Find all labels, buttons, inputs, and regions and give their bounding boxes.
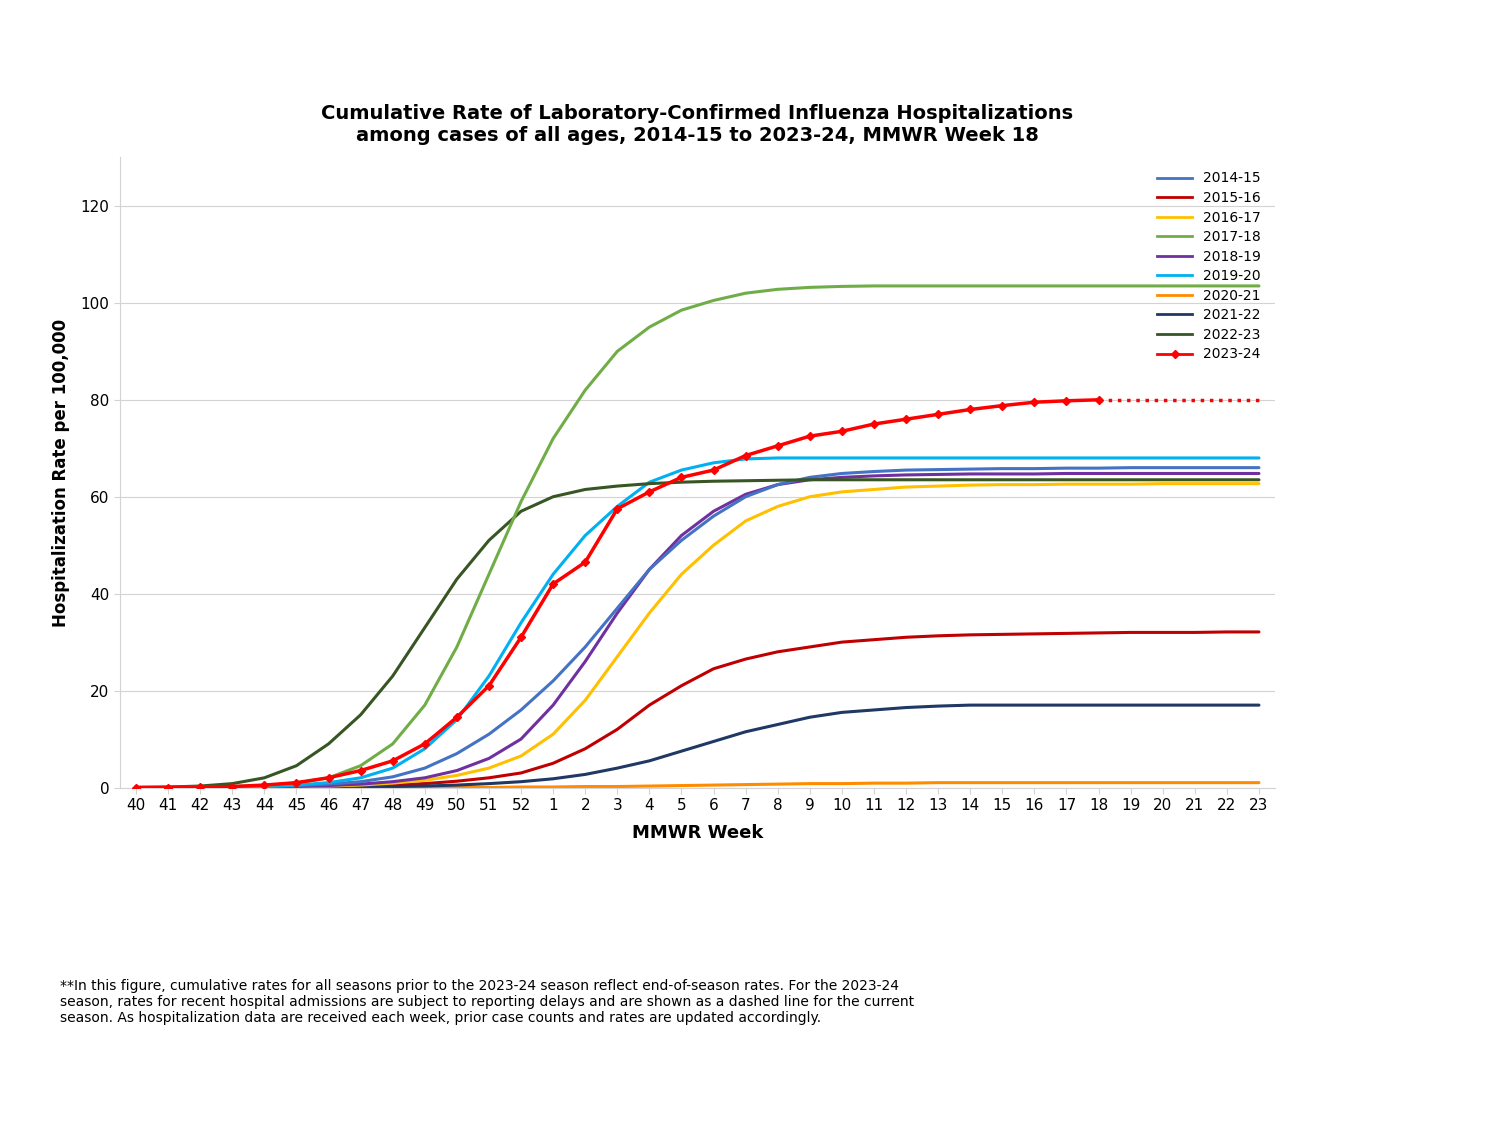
Text: **In this figure, cumulative rates for all seasons prior to the 2023-24 season r: **In this figure, cumulative rates for a… bbox=[60, 979, 913, 1025]
Title: Cumulative Rate of Laboratory-Confirmed Influenza Hospitalizations
among cases o: Cumulative Rate of Laboratory-Confirmed … bbox=[321, 104, 1074, 145]
Y-axis label: Hospitalization Rate per 100,000: Hospitalization Rate per 100,000 bbox=[51, 318, 69, 627]
Legend: 2014-15, 2015-16, 2016-17, 2017-18, 2018-19, 2019-20, 2020-21, 2021-22, 2022-23,: 2014-15, 2015-16, 2016-17, 2017-18, 2018… bbox=[1150, 164, 1268, 368]
X-axis label: MMWR Week: MMWR Week bbox=[632, 824, 764, 842]
